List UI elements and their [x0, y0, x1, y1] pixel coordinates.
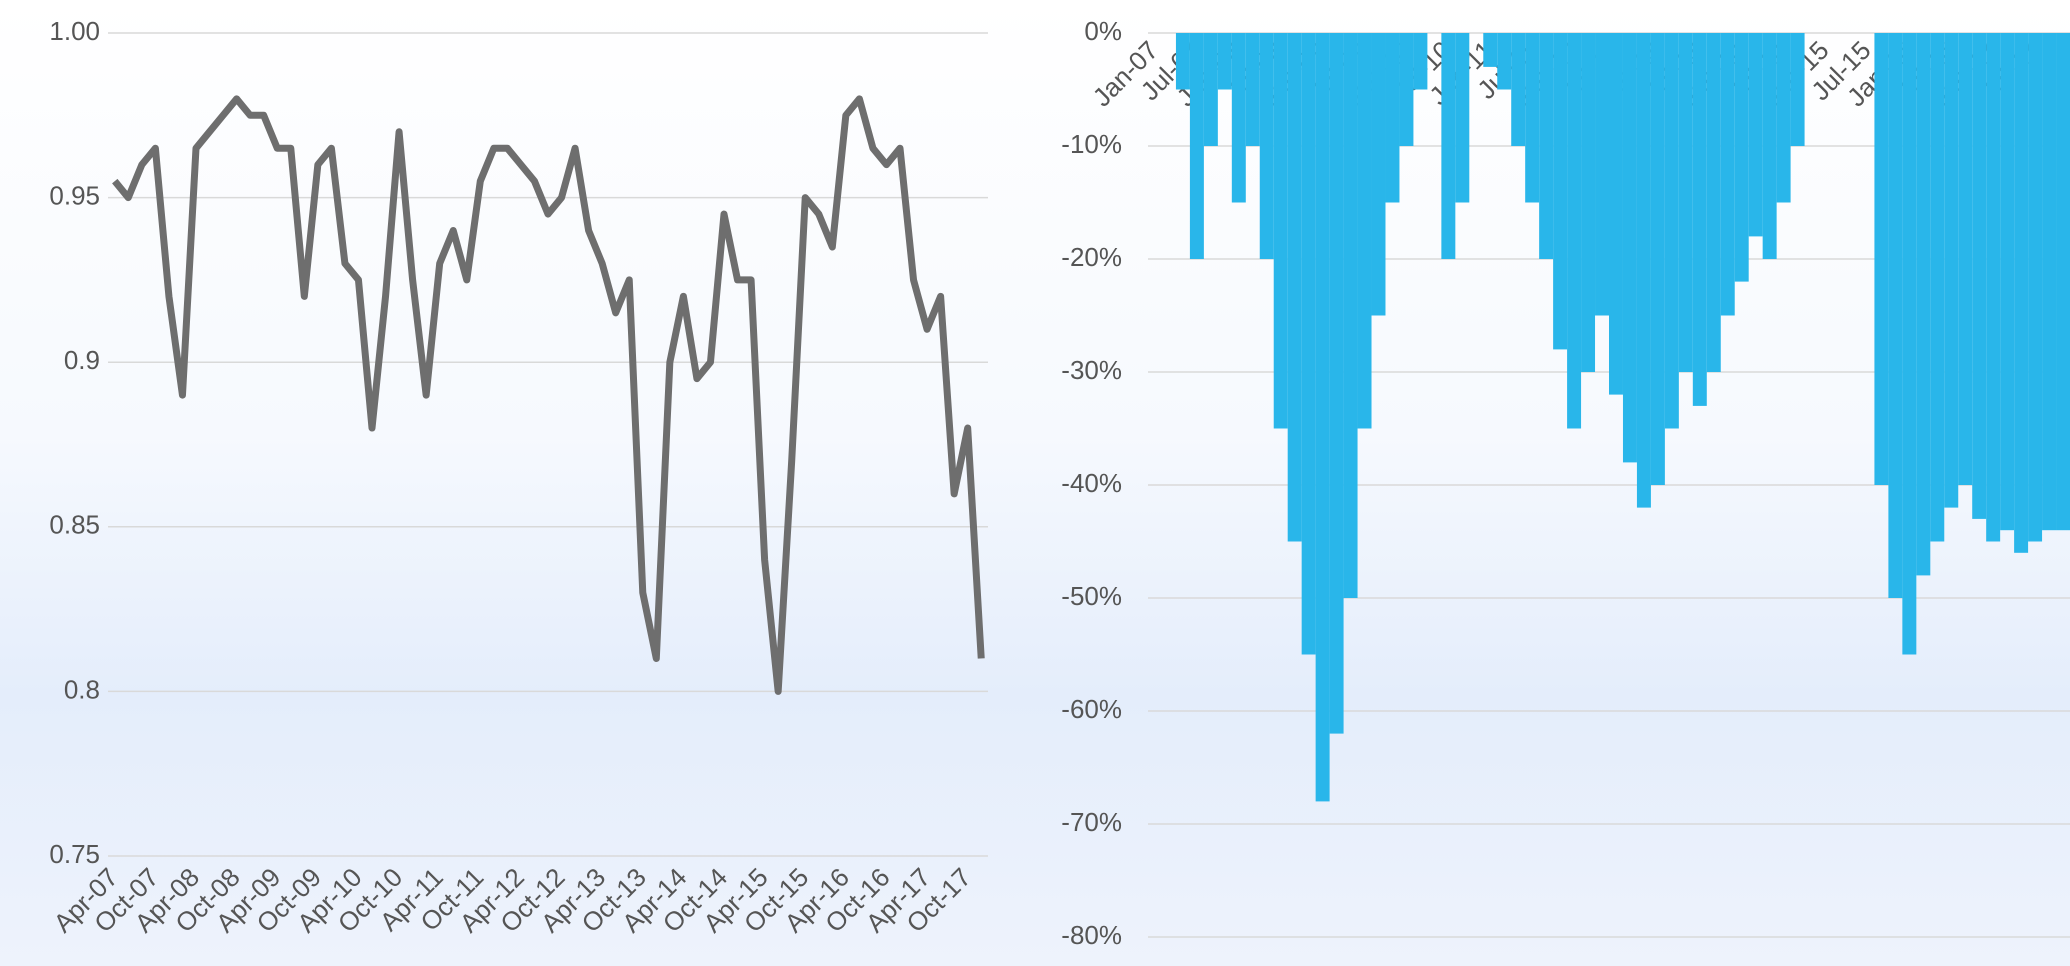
y-tick-label: -40%: [1061, 468, 1122, 498]
y-tick-label: 0.85: [49, 510, 100, 540]
bar: [1441, 33, 1456, 259]
y-tick-label: -80%: [1061, 920, 1122, 950]
bar: [1595, 33, 1609, 316]
bar: [1720, 33, 1735, 316]
y-tick-label: -30%: [1061, 355, 1122, 385]
y-tick-label: -60%: [1061, 694, 1122, 724]
bar: [1622, 33, 1637, 463]
bar: [1888, 33, 1903, 598]
bar: [2056, 33, 2070, 531]
bar: [1581, 33, 1596, 372]
bar: [1986, 33, 2001, 542]
bar: [1916, 33, 1931, 576]
bar: [1357, 33, 1372, 429]
y-tick-label: 1.00: [49, 16, 100, 46]
bar: [1497, 33, 1512, 90]
bar: [1385, 33, 1400, 203]
bar: [2042, 33, 2057, 531]
bar: [1455, 33, 1470, 203]
y-tick-label: -50%: [1061, 581, 1122, 611]
bar: [1692, 33, 1707, 406]
y-tick-label: 0.8: [64, 674, 100, 704]
bar: [1175, 33, 1190, 90]
bar: [2028, 33, 2043, 542]
bar: [1776, 33, 1791, 203]
bar: [1902, 33, 1917, 655]
bar: [2000, 33, 2015, 531]
bar: [1273, 33, 1288, 429]
bar: [1245, 33, 1260, 146]
line-series: [112, 95, 985, 695]
bar: [1511, 33, 1526, 146]
bar: [1636, 33, 1651, 508]
bar: [1231, 33, 1246, 203]
bar: [1553, 33, 1568, 350]
bar: [1539, 33, 1554, 259]
bar: [1287, 33, 1302, 542]
bar: [1371, 33, 1386, 316]
y-tick-label: -10%: [1061, 129, 1122, 159]
bar: [1664, 33, 1679, 429]
bar: [1930, 33, 1945, 542]
bar: [1329, 33, 1344, 734]
bar: [1315, 33, 1330, 802]
bar: [1217, 33, 1232, 90]
bar: [1399, 33, 1414, 146]
bar: [1259, 33, 1274, 259]
bar: [1203, 33, 1218, 146]
bar: [1874, 33, 1889, 485]
bar: [1343, 33, 1358, 598]
bar: [1189, 33, 1204, 259]
bar: [1678, 33, 1693, 372]
y-tick-label: 0%: [1084, 16, 1122, 46]
y-tick-label: 0.9: [64, 345, 100, 375]
bar: [1483, 33, 1498, 67]
bar: [1706, 33, 1721, 372]
bar: [1748, 33, 1763, 237]
bar: [1525, 33, 1540, 203]
bar: [1650, 33, 1665, 485]
y-tick-label: 0.95: [49, 180, 100, 210]
bar: [1609, 33, 1623, 395]
bar: [1301, 33, 1316, 655]
bar: [1762, 33, 1777, 259]
bar: [1413, 33, 1428, 90]
bar: [1972, 33, 1987, 519]
bar: [1944, 33, 1959, 508]
bar: [1567, 33, 1582, 429]
bar: [1790, 33, 1805, 146]
bar: [1734, 33, 1749, 282]
y-tick-label: 0.75: [49, 839, 100, 869]
bar: [1958, 33, 1973, 485]
y-tick-label: -20%: [1061, 242, 1122, 272]
bar: [2014, 33, 2029, 553]
y-tick-label: -70%: [1061, 807, 1122, 837]
